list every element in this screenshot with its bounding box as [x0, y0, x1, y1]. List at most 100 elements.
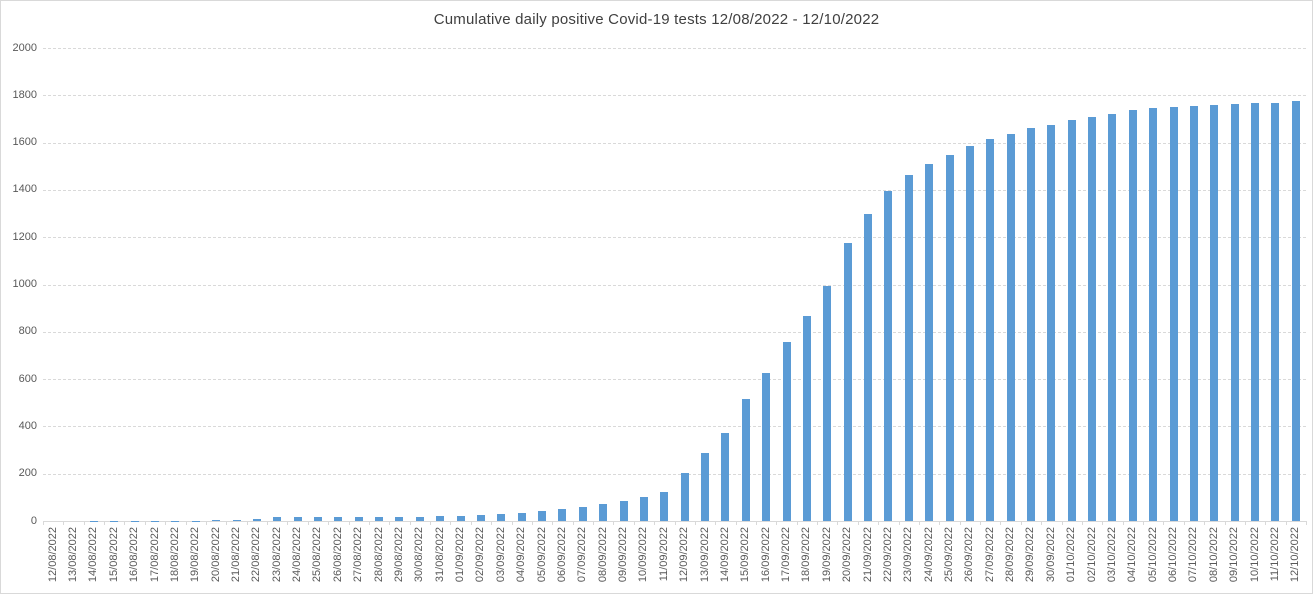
x-tick-label-text: 15/09/2022 — [739, 527, 752, 583]
x-tick-label-23-08-2022: 23/08/2022 — [267, 527, 287, 591]
x-tick-label-05-10-2022: 05/10/2022 — [1143, 527, 1163, 591]
bar-06-10-2022 — [1169, 107, 1178, 521]
bar-30-09-2022 — [1047, 124, 1056, 521]
x-tick-label-text: 03/09/2022 — [494, 527, 507, 583]
bar-25-08-2022 — [314, 516, 322, 521]
x-tick-label-15-08-2022: 15/08/2022 — [104, 527, 124, 591]
bar-21-09-2022 — [864, 213, 873, 521]
x-axis-tick — [144, 521, 146, 525]
x-axis-tick — [878, 521, 880, 525]
x-tick-label-22-08-2022: 22/08/2022 — [247, 527, 267, 591]
x-axis-tick — [348, 521, 350, 525]
x-axis-tick — [552, 521, 554, 525]
bar-24-08-2022 — [293, 517, 302, 521]
x-axis-tick — [1122, 521, 1124, 525]
x-tick-label-06-09-2022: 06/09/2022 — [552, 527, 572, 591]
x-tick-label-text: 12/08/2022 — [46, 527, 59, 583]
x-axis-tick — [389, 521, 391, 525]
x-axis-tick — [43, 521, 44, 525]
bar-04-09-2022 — [517, 513, 526, 521]
x-axis-tick — [1163, 521, 1165, 525]
x-tick-label-text: 11/10/2022 — [1268, 527, 1281, 582]
x-tick-label-30-08-2022: 30/08/2022 — [410, 527, 430, 591]
x-tick-label-text: 31/08/2022 — [433, 527, 446, 583]
x-tick-label-text: 06/09/2022 — [555, 527, 568, 583]
bar-09-10-2022 — [1230, 103, 1239, 521]
x-axis-tick — [1102, 521, 1104, 525]
x-tick-label-text: 10/09/2022 — [637, 527, 650, 583]
chart-title: Cumulative daily positive Covid-19 tests… — [433, 11, 880, 28]
x-tick-label-text: 11/09/2022 — [657, 527, 670, 582]
x-tick-label-text: 08/09/2022 — [596, 527, 609, 583]
x-axis-tick — [776, 521, 778, 525]
x-axis-tick — [1020, 521, 1022, 525]
x-tick-label-text: 06/10/2022 — [1167, 527, 1180, 583]
x-axis-tick — [1306, 521, 1307, 525]
x-axis-tick — [1041, 521, 1043, 525]
y-tick-label-400: 400 — [18, 419, 37, 432]
gridline-600 — [43, 379, 1306, 381]
y-tick-label-800: 800 — [18, 325, 37, 338]
x-tick-label-29-08-2022: 29/08/2022 — [389, 527, 409, 591]
x-tick-label-12-09-2022: 12/09/2022 — [675, 527, 695, 591]
bar-11-10-2022 — [1271, 102, 1280, 521]
x-axis-tick — [470, 521, 472, 525]
x-tick-label-06-10-2022: 06/10/2022 — [1163, 527, 1183, 591]
x-tick-label-19-09-2022: 19/09/2022 — [817, 527, 837, 591]
x-axis-tick — [959, 521, 961, 525]
x-tick-label-08-10-2022: 08/10/2022 — [1204, 527, 1224, 591]
x-axis-tick — [980, 521, 982, 525]
bar-12-10-2022 — [1291, 100, 1300, 521]
x-tick-label-28-08-2022: 28/08/2022 — [369, 527, 389, 591]
x-tick-label-text: 19/08/2022 — [189, 527, 202, 583]
x-axis-tick — [1081, 521, 1083, 525]
x-tick-label-03-09-2022: 03/09/2022 — [491, 527, 511, 591]
gridline-1000 — [43, 284, 1306, 286]
x-tick-label-12-10-2022: 12/10/2022 — [1286, 527, 1306, 591]
x-axis-tick — [1244, 521, 1246, 525]
bar-08-10-2022 — [1210, 105, 1219, 521]
x-tick-label-text: 09/10/2022 — [1228, 527, 1241, 583]
x-tick-label-text: 27/09/2022 — [983, 527, 996, 583]
x-tick-label-text: 26/09/2022 — [963, 527, 976, 583]
x-axis-tick — [633, 521, 635, 525]
x-axis-tick — [491, 521, 493, 525]
bar-22-09-2022 — [884, 191, 893, 521]
bar-07-10-2022 — [1189, 105, 1198, 521]
x-tick-label-02-10-2022: 02/10/2022 — [1082, 527, 1102, 591]
x-axis-tick — [328, 521, 330, 525]
x-tick-label-text: 27/08/2022 — [352, 527, 365, 583]
bar-19-09-2022 — [823, 285, 832, 521]
x-tick-label-28-09-2022: 28/09/2022 — [1000, 527, 1020, 591]
x-tick-label-text: 19/09/2022 — [820, 527, 833, 583]
bar-10-10-2022 — [1251, 103, 1260, 521]
x-tick-label-13-08-2022: 13/08/2022 — [63, 527, 83, 591]
x-axis-tick — [837, 521, 839, 525]
x-tick-label-text: 24/08/2022 — [291, 527, 304, 583]
x-tick-label-text: 28/09/2022 — [1004, 527, 1017, 583]
x-tick-label-23-09-2022: 23/09/2022 — [899, 527, 919, 591]
x-tick-label-text: 04/10/2022 — [1126, 527, 1139, 583]
bar-23-08-2022 — [273, 517, 282, 521]
bar-25-09-2022 — [945, 155, 954, 521]
bar-31-08-2022 — [436, 515, 445, 521]
x-axis-tick — [735, 521, 737, 525]
x-axis-tick — [205, 521, 207, 525]
x-tick-label-20-09-2022: 20/09/2022 — [837, 527, 857, 591]
x-tick-label-text: 14/09/2022 — [718, 527, 731, 583]
x-tick-label-text: 08/10/2022 — [1207, 527, 1220, 583]
x-axis-tick — [368, 521, 370, 525]
plot-area — [43, 48, 1306, 522]
x-tick-label-text: 02/09/2022 — [474, 527, 487, 583]
x-axis-tick — [165, 521, 167, 525]
x-tick-label-text: 29/09/2022 — [1024, 527, 1037, 583]
bar-06-09-2022 — [558, 509, 567, 521]
x-tick-label-text: 05/10/2022 — [1146, 527, 1159, 583]
x-axis-tick — [715, 521, 717, 525]
bar-14-09-2022 — [721, 432, 730, 521]
bar-12-09-2022 — [680, 472, 689, 521]
bar-30-08-2022 — [415, 516, 424, 521]
x-axis-tick — [307, 521, 309, 525]
x-tick-label-text: 14/08/2022 — [87, 527, 100, 583]
gridline-1200 — [43, 237, 1306, 239]
